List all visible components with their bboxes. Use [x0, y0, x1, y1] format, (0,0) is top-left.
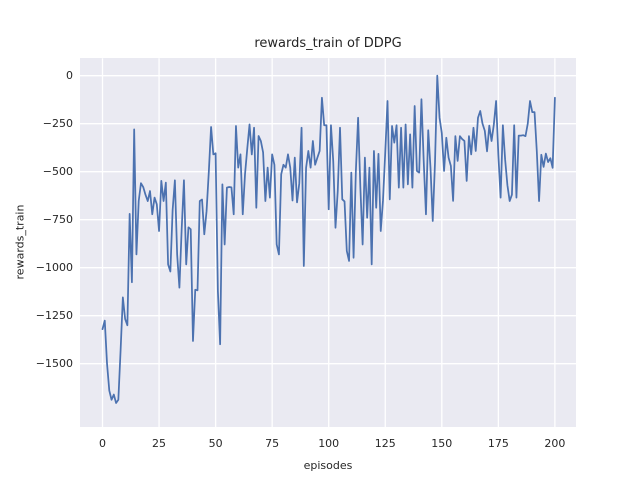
x-tick-label: 125 [374, 437, 396, 450]
y-tick-label: −1500 [35, 356, 73, 370]
y-tick-label: −750 [42, 212, 73, 226]
x-tick-label: 175 [487, 437, 509, 450]
y-tick-label: −1000 [35, 260, 73, 274]
rewards_train-line [101, 74, 556, 404]
x-tick-label: 200 [544, 437, 566, 450]
gridlines [80, 57, 576, 428]
plot-area [80, 57, 576, 428]
x-tick-label: 25 [152, 437, 167, 450]
x-tick-label: 75 [265, 437, 280, 450]
line-chart [80, 57, 576, 428]
y-tick-label: −500 [42, 164, 73, 178]
y-tick-label: −250 [42, 116, 73, 130]
x-tick-label: 150 [431, 437, 453, 450]
y-tick-label: −1250 [35, 308, 73, 322]
chart-title: rewards_train of DDPG [254, 36, 402, 51]
x-tick-label: 100 [318, 437, 340, 450]
x-axis-label: episodes [303, 459, 353, 472]
x-tick-label: 50 [208, 437, 223, 450]
y-tick-label: 0 [66, 68, 73, 82]
x-tick-label: 0 [99, 437, 106, 450]
